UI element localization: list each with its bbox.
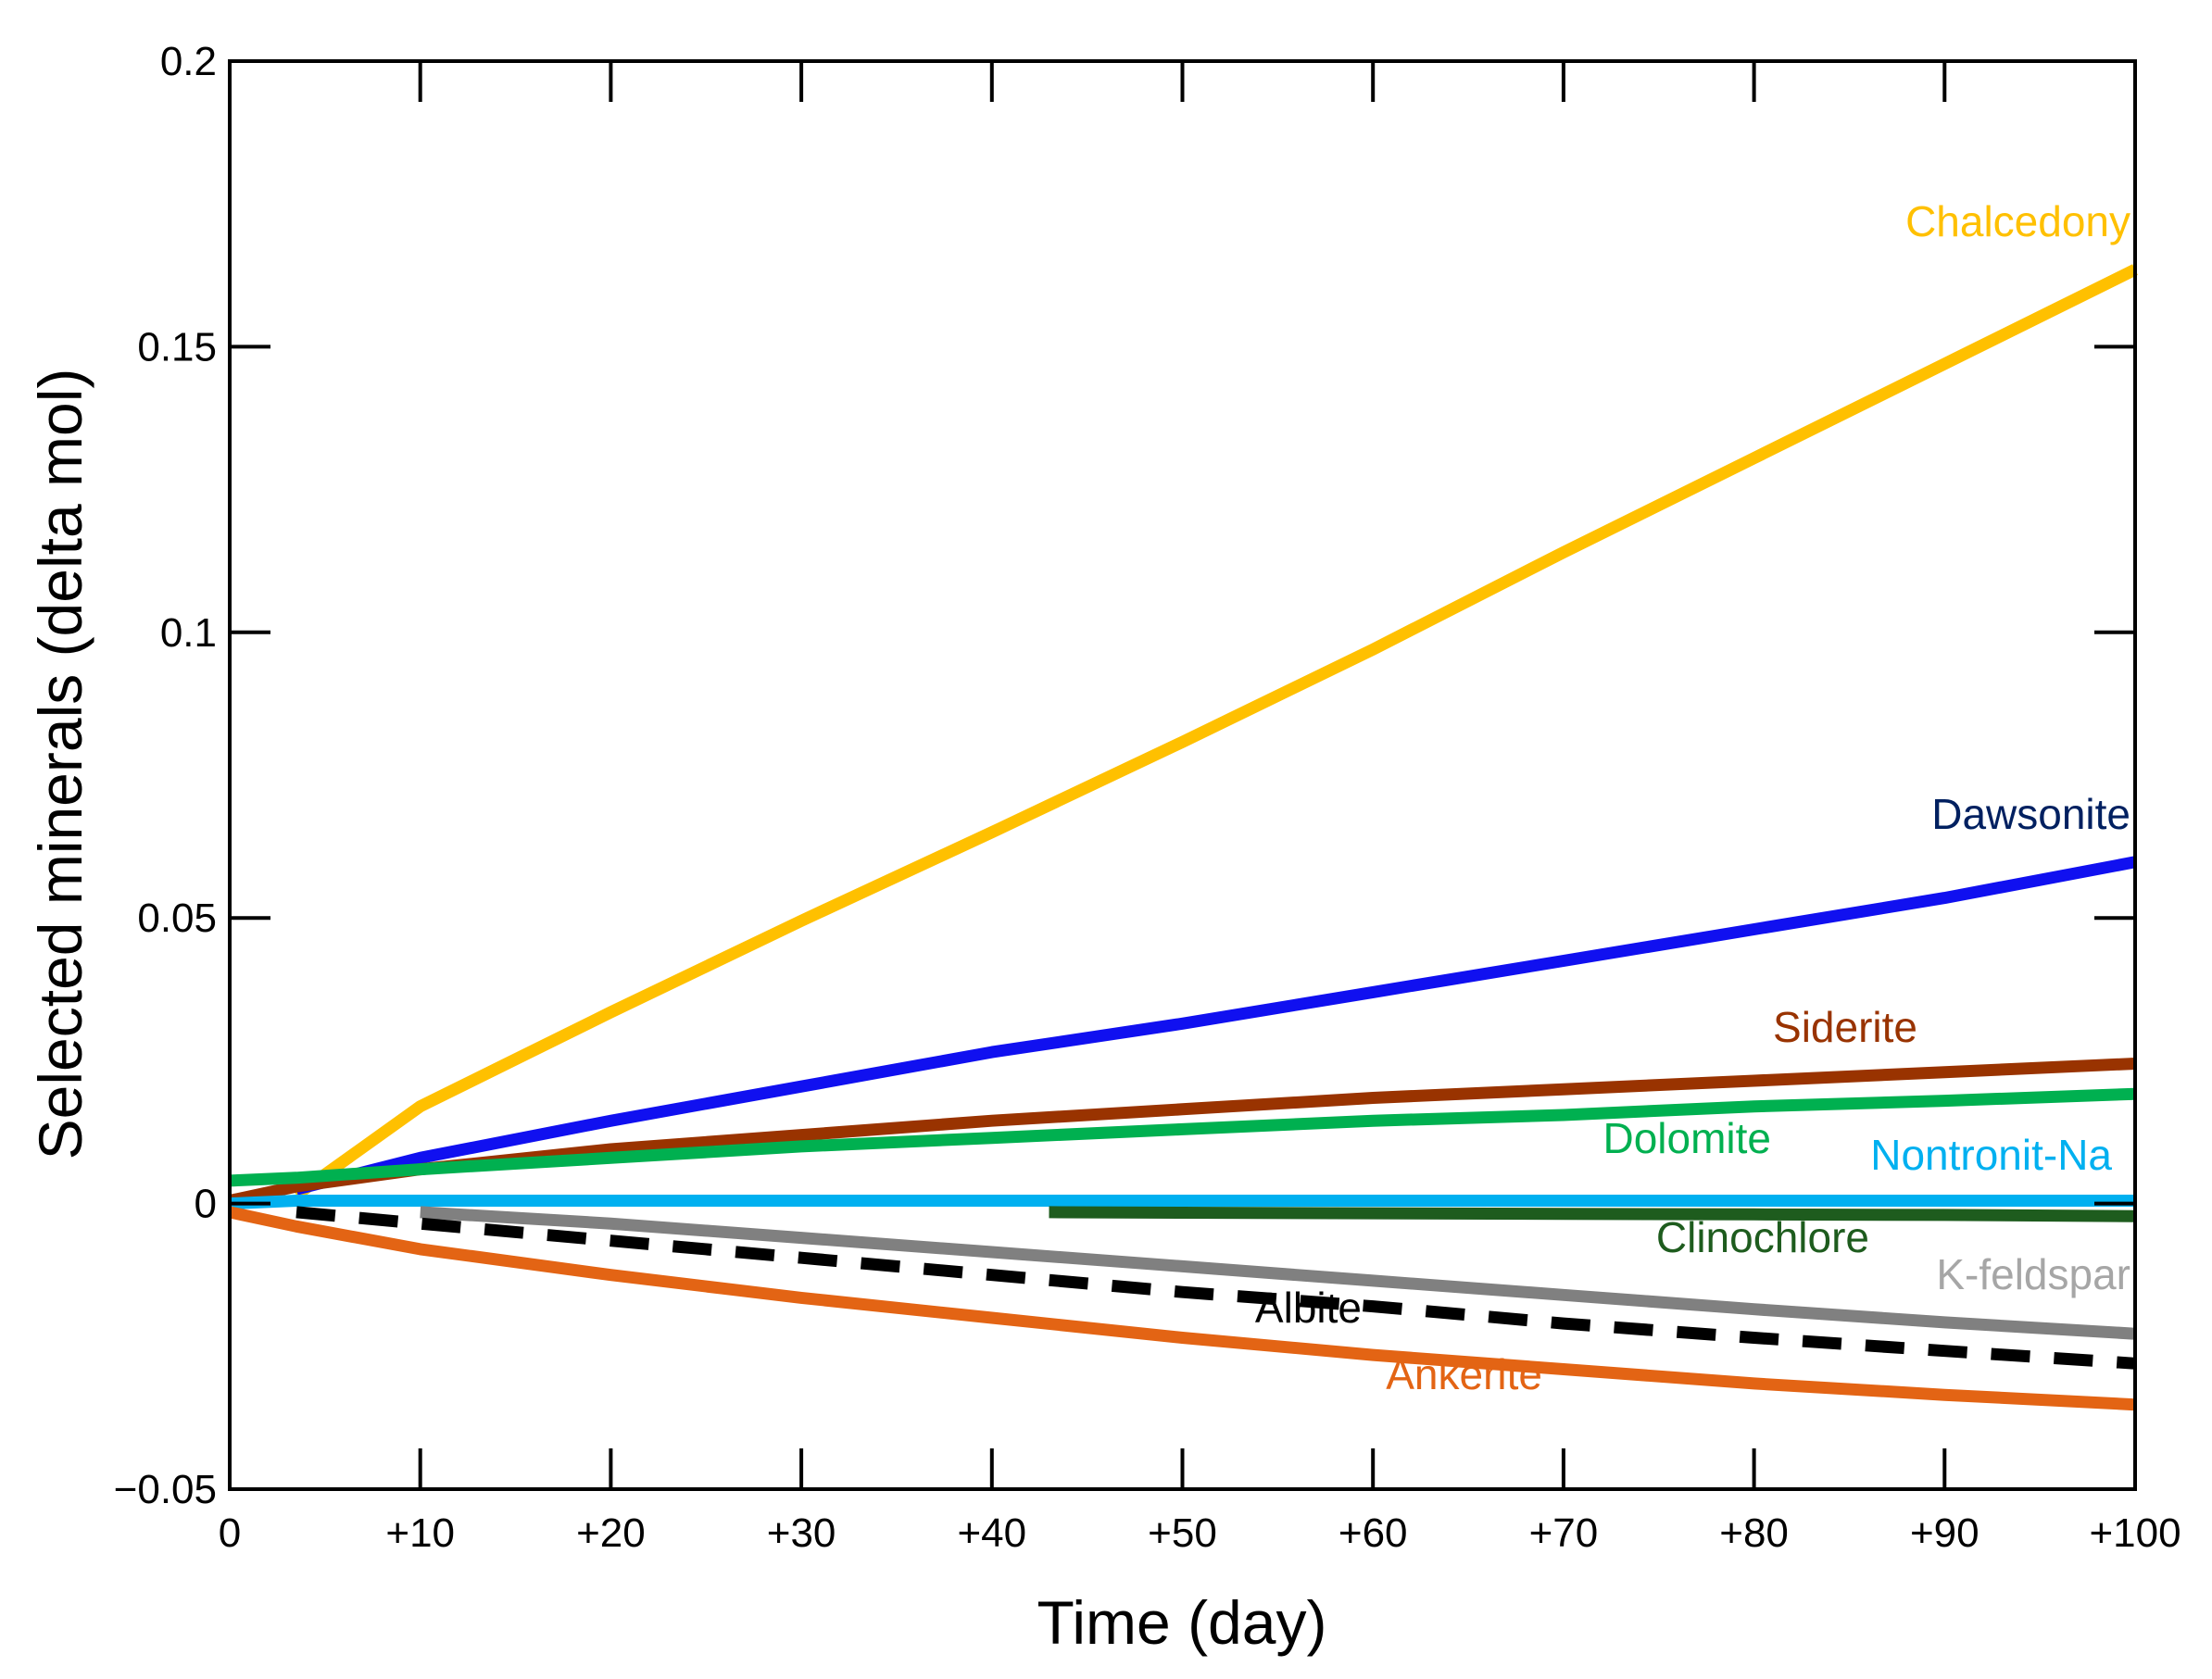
series-line-albite	[295, 1206, 2136, 1370]
x-tick-label: 0	[219, 1510, 241, 1556]
x-axis-title: Time (day)	[1037, 1588, 1327, 1657]
y-tick-label: −0.05	[114, 1467, 217, 1512]
x-tick-label: +90	[1910, 1510, 1979, 1556]
series-label-ankerite: Ankerite	[1386, 1350, 1542, 1398]
series-line-nontronit-na	[229, 1195, 2135, 1210]
axes-layer: 0 +10 +20 +30 +40 +50 +60 +70 +80 +90 +100−0.0500.…	[114, 39, 2181, 1556]
series-label-dolomite: Dolomite	[1602, 1114, 1771, 1162]
y-tick-label: 0	[195, 1182, 217, 1227]
series-label-k-feldspar: K-feldspar	[1936, 1250, 2130, 1298]
x-tick-label: +50	[1148, 1510, 1217, 1556]
series-label-clinochlore: Clinochlore	[1656, 1213, 1869, 1261]
series-line-k-feldspar	[420, 1206, 2136, 1340]
x-tick-label: +100	[2089, 1510, 2181, 1556]
x-tick-label: +30	[767, 1510, 836, 1556]
y-tick-label: 0.05	[137, 896, 217, 941]
series-line-dawsonite	[295, 856, 2137, 1196]
y-tick-label: 0.2	[160, 39, 217, 84]
series-label-nontronit-na: Nontronit-Na	[1870, 1131, 2112, 1179]
series-label-chalcedony: Chalcedony	[1905, 197, 2130, 245]
series-line-ankerite	[228, 1206, 2136, 1411]
series-layer	[228, 264, 2138, 1411]
x-tick-label: +10	[385, 1510, 455, 1556]
series-line-clinochlore	[1049, 1206, 2136, 1222]
x-tick-label: +20	[576, 1510, 646, 1556]
x-tick-label: +70	[1529, 1510, 1599, 1556]
x-tick-label: +40	[957, 1510, 1026, 1556]
series-line-dolomite	[229, 1087, 2136, 1187]
series-label-albite: Albite	[1255, 1284, 1362, 1332]
series-line-chalcedony	[293, 264, 2138, 1200]
y-tick-label: 0.15	[137, 324, 217, 370]
series-label-siderite: Siderite	[1773, 1003, 1917, 1051]
y-tick-label: 0.1	[160, 610, 217, 656]
x-tick-label: +60	[1339, 1510, 1408, 1556]
series-label-dawsonite: Dawsonite	[1931, 790, 2130, 838]
label-layer: Chalcedony Dawsonite Siderite Dolomite Nontr…	[1255, 197, 2130, 1398]
y-axis-title: Selected minerals (delta mol)	[26, 369, 94, 1160]
x-tick-label: +80	[1719, 1510, 1789, 1556]
